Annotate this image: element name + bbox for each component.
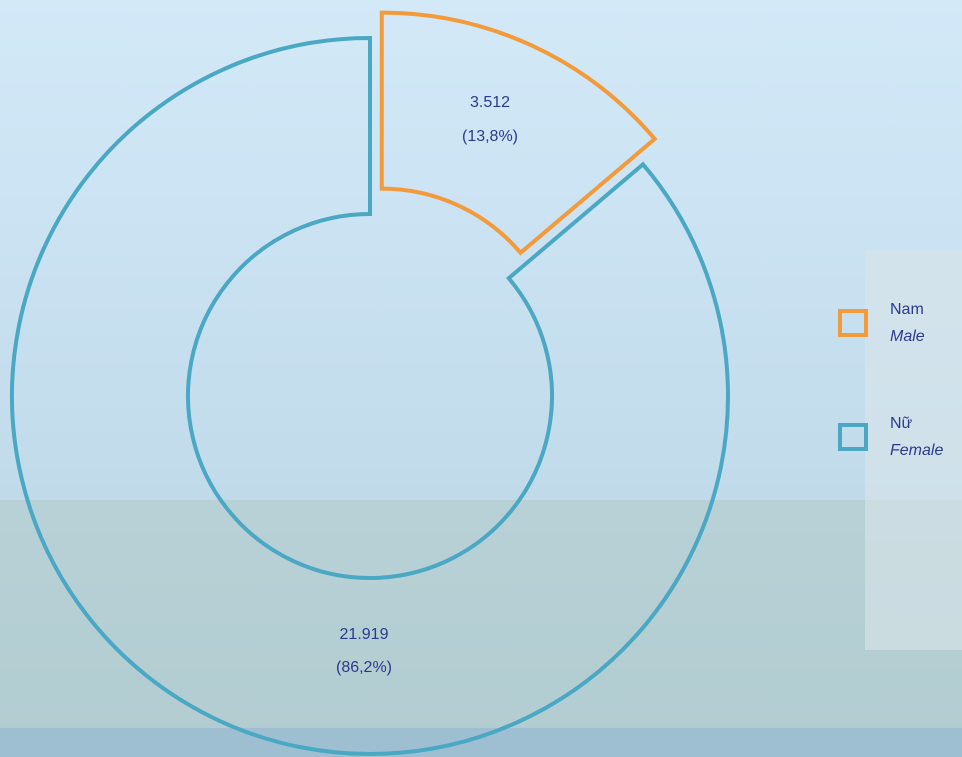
pie-slice <box>379 10 658 256</box>
value-label: 3.512 <box>470 94 510 111</box>
legend-label: Nam <box>890 301 924 318</box>
legend-label-en: Male <box>890 328 925 345</box>
value-label: 21.919 <box>340 626 389 643</box>
pie-slice <box>10 35 730 756</box>
background-trees <box>0 500 962 730</box>
legend-label: Nữ <box>890 415 913 432</box>
legend-label-en: Female <box>890 442 943 459</box>
legend-swatch <box>838 423 868 451</box>
legend-swatch <box>838 309 868 337</box>
percent-label: (13,8%) <box>462 128 518 145</box>
percent-label: (86,2%) <box>336 659 392 676</box>
background-water <box>0 728 962 757</box>
background-tower <box>865 250 962 650</box>
